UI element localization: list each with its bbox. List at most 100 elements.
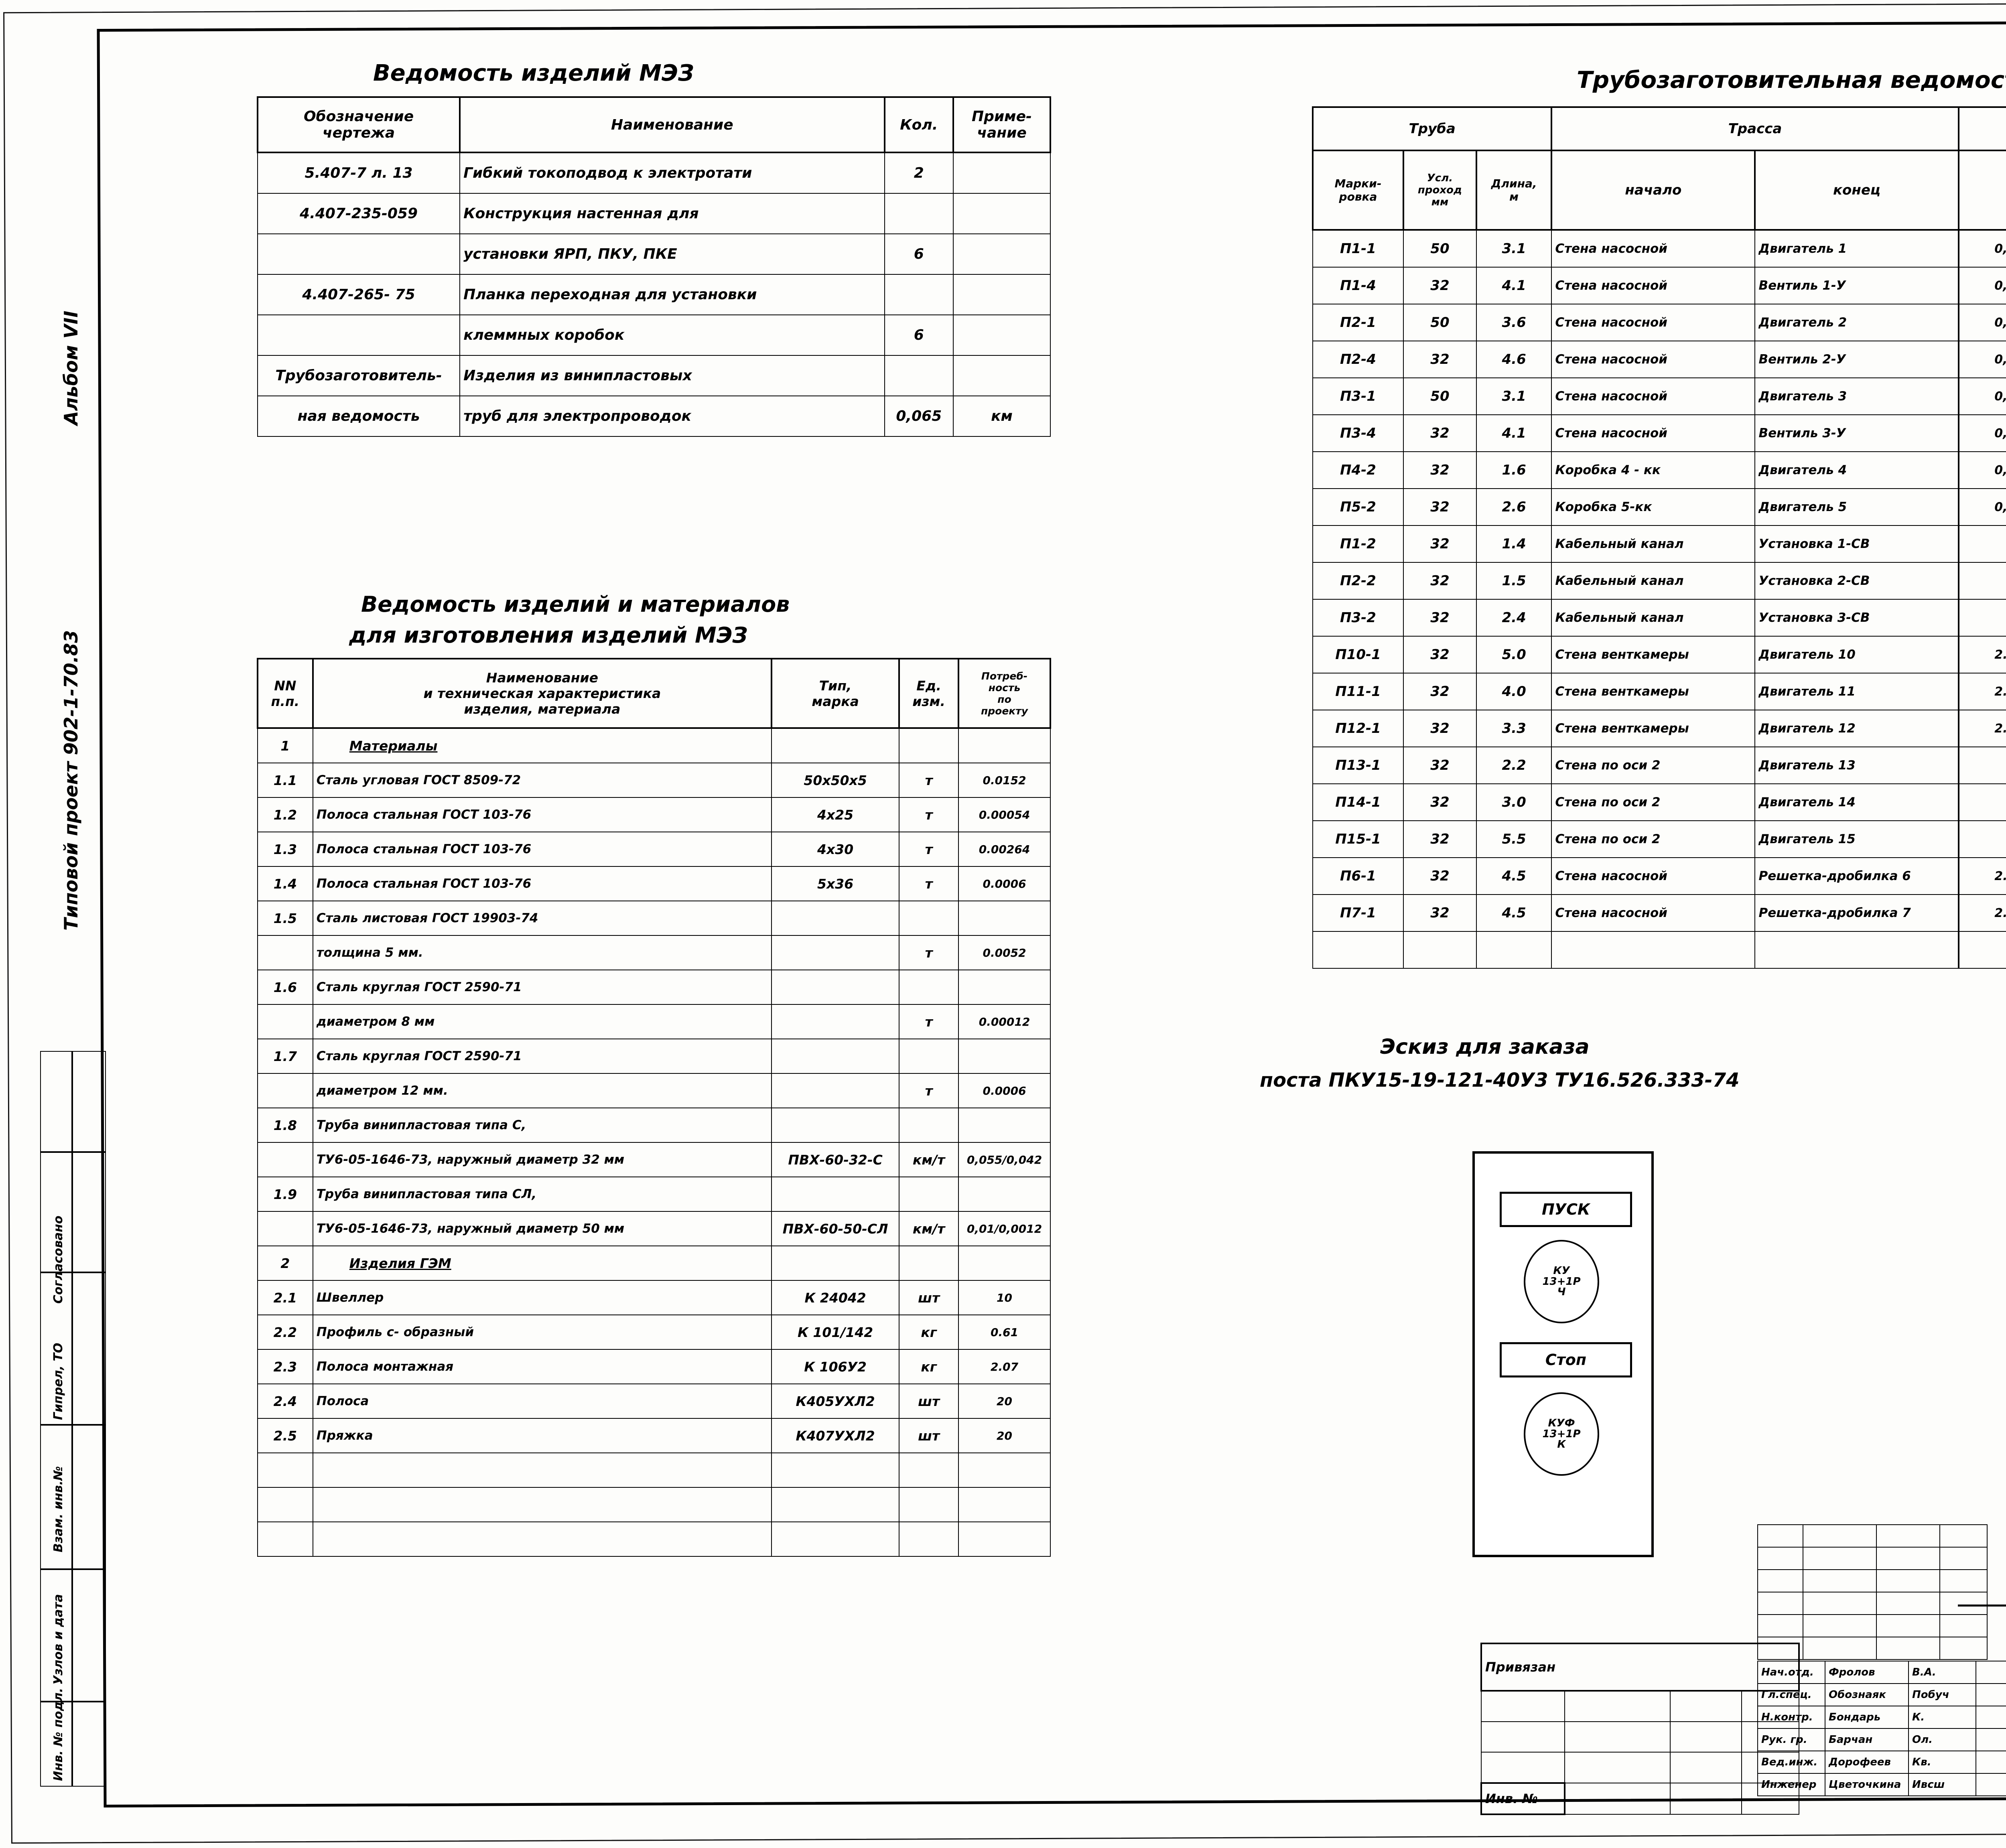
cell-type: 5х36 (771, 866, 900, 901)
header-need-l4: проекту (981, 705, 1028, 717)
indicator-lamp-top[interactable]: КУ 13+1Р Ч (1524, 1240, 1599, 1323)
cell-name: Труба винипластовая типа С, (312, 1108, 772, 1143)
stop-button-plate[interactable]: Стоп (1500, 1342, 1632, 1377)
pipe-schedule-table: Труба Трасса Участок трассы трубы Марки-… (1312, 106, 2006, 969)
cell-type (771, 1004, 900, 1039)
cell-nn: 1.3 (257, 832, 313, 867)
cell-mark: П1-4 (1312, 267, 1404, 304)
role-date (1976, 1773, 2006, 1796)
cell-type (771, 1177, 900, 1212)
cell-need (958, 1108, 1051, 1143)
header-start: начало (1625, 182, 1682, 198)
cell-nn: 1.2 (257, 797, 313, 832)
cell-mark: П14-1 (1312, 783, 1404, 821)
cell-len: 3.1 (1476, 377, 1552, 415)
cell-name: Швеллер (312, 1280, 772, 1315)
role-signature: Побуч (1908, 1683, 1976, 1706)
table-row: 1.6 Сталь круглая ГОСТ 2590-71 (257, 970, 1051, 1005)
cell-nn (257, 1521, 313, 1557)
cell-len: 5.5 (1476, 820, 1552, 858)
table-row (257, 1452, 1051, 1488)
header-qty: Кол. (900, 116, 938, 133)
lamp-bottom-line1: КУФ (1548, 1417, 1575, 1430)
cell-end: Двигатель 1 (1754, 229, 1959, 268)
role-row: Гл.спец. Обознаяк Побуч (1757, 1683, 2006, 1706)
cell-name: ТУ6-05-1646-73, наружный диаметр 32 мм (312, 1142, 772, 1177)
cell-len: 1.4 (1476, 525, 1552, 563)
cell-need: 0,055/0,042 (958, 1142, 1051, 1177)
role-row: Вед.инж. Дорофеев Кв. (1757, 1751, 2006, 1774)
cell-name: Труба винипластовая типа СЛ, (312, 1177, 772, 1212)
privyazan-label: Привязан (1485, 1659, 1556, 1675)
cell-mark: П4-2 (1312, 451, 1404, 489)
cell-need: 2.07 (958, 1349, 1051, 1384)
table-row: 2 Изделия ГЭМ (257, 1246, 1051, 1281)
cell-unit (899, 1039, 959, 1074)
cell-s1: 2.0 (1957, 710, 2006, 747)
cell-code: 5.407-7 л. 13 (257, 152, 461, 194)
cell-s1: 0,3 (1957, 414, 2006, 452)
role-title: Вед.инж. (1757, 1751, 1825, 1774)
table-row (257, 1487, 1051, 1522)
cell-name: установки ЯРП, ПКУ, ПКЕ (459, 233, 885, 275)
cell-len (1476, 931, 1552, 969)
margin-stamp-uzlov: Узлов и дата (51, 1594, 65, 1685)
cell-code: 4.407-235-059 (257, 193, 461, 234)
cell-need (958, 1452, 1051, 1488)
materials-table: NN п.п. Наименование и техническая харак… (257, 658, 1051, 1557)
cell-unit: кг (899, 1314, 959, 1350)
cell-end: Вентиль 2-У (1754, 341, 1959, 378)
cell-len: 2.2 (1476, 747, 1552, 784)
table-header-row: Обозначение чертежа Наименование Кол. Пр… (256, 96, 1051, 153)
cell-type (771, 935, 900, 970)
cell-nn: 1.9 (257, 1177, 313, 1212)
table-row: толщина 5 мм. т 0.0052 (257, 935, 1051, 970)
cell-mark: П3-4 (1312, 414, 1404, 452)
sketch-title-line1: Эскиз для заказа (1380, 1035, 1590, 1059)
materials-body: 1 Материалы 1.1 Сталь угловая ГОСТ 8509-72 5… (257, 728, 1051, 1557)
indicator-lamp-bottom[interactable]: КУФ 13+1Р К (1524, 1392, 1599, 1476)
cell-s1 (1957, 562, 2006, 600)
cell-dn: 32 (1403, 673, 1477, 710)
cell-name: Сталь круглая ГОСТ 2590-71 (312, 970, 772, 1005)
role-row: Нач.отд. Фролов В.А. (1757, 1661, 2006, 1684)
cell-nn: 1.6 (257, 970, 313, 1005)
cell-need (958, 901, 1051, 936)
cell-dn: 32 (1403, 710, 1477, 747)
cell-end: Двигатель 5 (1754, 488, 1959, 526)
start-button-plate[interactable]: ПУСК (1500, 1192, 1632, 1227)
cell-dn: 50 (1403, 377, 1477, 415)
cell-unit (899, 1452, 959, 1488)
mez-products-body: 5.407-7 л. 13 Гибкий токоподвод к электро… (257, 152, 1051, 437)
cell-note (953, 355, 1051, 396)
role-title: Рук. гр. (1757, 1728, 1825, 1751)
role-title: Инженер (1757, 1773, 1825, 1796)
header-type-l2: марка (812, 693, 859, 709)
table-row: диаметром 8 мм т 0.00012 (257, 1004, 1051, 1039)
cell-end: Двигатель 3 (1754, 377, 1959, 415)
cell-unit: т (899, 1004, 959, 1039)
table-row: 1.5 Сталь листовая ГОСТ 19903-74 (257, 901, 1051, 936)
cell-type: К407УХЛ2 (771, 1418, 900, 1453)
cell-s1 (1957, 747, 2006, 784)
cell-s1: 0,3 (1957, 229, 2006, 268)
header-need-l1: Потреб- (981, 670, 1028, 682)
cell-nn: 1.4 (257, 866, 313, 901)
cell-mark (1312, 931, 1404, 969)
control-post-sketch: ПУСК КУ 13+1Р Ч Стоп КУФ 13+1Р К (1472, 1151, 1654, 1557)
table-row: ная ведомость труб для электропроводок 0,0… (257, 396, 1051, 437)
header-name-l1: Наименование (486, 670, 599, 686)
role-name: Бондарь (1825, 1706, 1909, 1729)
cell-qty: 6 (884, 314, 954, 356)
cell-name: Полоса (312, 1383, 772, 1419)
revision-grid (1757, 1524, 1988, 1660)
mez-products-title: Ведомость изделий МЭЗ (373, 60, 694, 86)
cell-s1: 0,3 (1957, 451, 2006, 489)
table-row: 1.7 Сталь круглая ГОСТ 2590-71 (257, 1039, 1051, 1074)
